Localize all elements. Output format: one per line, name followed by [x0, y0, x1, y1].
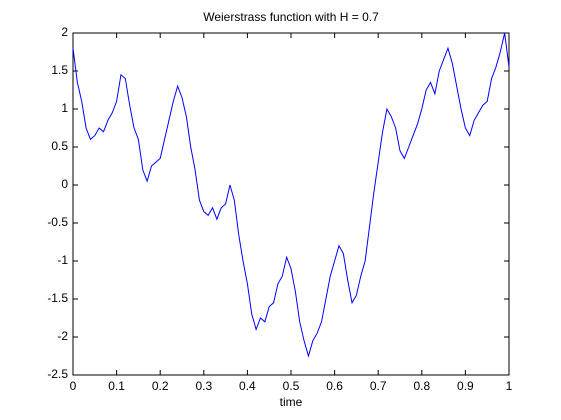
chart-title: Weierstrass function with H = 0.7 [203, 10, 379, 24]
y-tick-label: 1.5 [51, 63, 68, 77]
x-tick-label: 0.7 [370, 379, 387, 393]
y-tick-label: -0.5 [47, 215, 68, 229]
plot-frame [72, 32, 510, 376]
x-tick-label: 0.6 [326, 379, 343, 393]
y-tick-label: 1 [61, 101, 68, 115]
x-tick-label: 1 [506, 379, 513, 393]
x-tick-label: 0 [70, 379, 77, 393]
x-axis-label: time [280, 395, 303, 409]
x-tick-label: 0.9 [457, 379, 474, 393]
y-tick-label: -1.5 [47, 291, 68, 305]
x-tick-label: 0.1 [108, 379, 125, 393]
y-tick-label: 0 [61, 177, 68, 191]
x-tick-label: 0.3 [195, 379, 212, 393]
y-tick-label: -1 [57, 253, 68, 267]
data-line [72, 32, 510, 358]
x-tick-label: 0.2 [152, 379, 169, 393]
y-tick-label: 2 [61, 25, 68, 39]
x-tick-label: 0.5 [283, 379, 300, 393]
y-tick-label: -2 [57, 329, 68, 343]
y-tick-label: 0.5 [51, 139, 68, 153]
x-tick-label: 0.4 [239, 379, 256, 393]
y-tick-label: -2.5 [47, 367, 68, 381]
x-tick-label: 0.8 [413, 379, 430, 393]
